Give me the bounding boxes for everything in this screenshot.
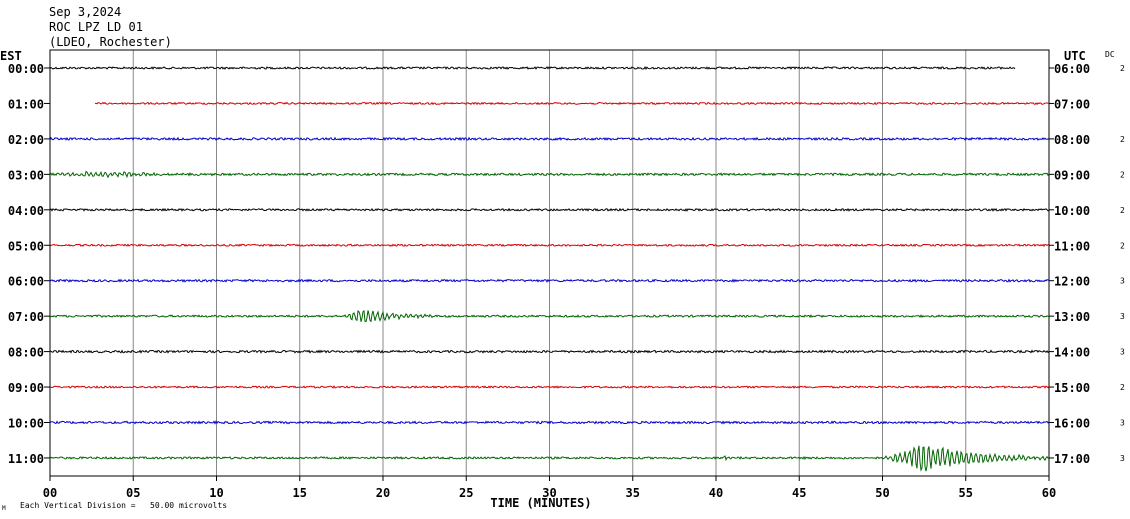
- x-axis-ticks: 00 05 10 15 20 25 30 35 40 45 50 55 60: [43, 476, 1056, 500]
- utc-time-label: 07:00: [1054, 97, 1090, 111]
- dc-value: 3: [1120, 277, 1125, 286]
- utc-time-label: 15:00: [1054, 381, 1090, 395]
- est-time-label: 04:00: [8, 204, 44, 218]
- x-axis-title: TIME (MINUTES): [490, 496, 591, 510]
- est-time-label: 10:00: [8, 417, 44, 431]
- station-label: ROC LPZ LD 01: [49, 20, 143, 34]
- est-time-label: 07:00: [8, 310, 44, 324]
- x-tick-label: 25: [459, 486, 473, 500]
- seismogram-traces: [49, 65, 1050, 472]
- x-tick-label: 05: [126, 486, 140, 500]
- trace-line: [49, 309, 1050, 323]
- dc-value: 2: [1120, 135, 1125, 144]
- network-label: (LDEO, Rochester): [49, 35, 172, 49]
- utc-time-label: 06:00: [1054, 62, 1090, 76]
- trace-line: [94, 101, 1050, 106]
- trace-line: [49, 65, 1016, 70]
- row-labels: 00:00 06:00 2 01:00 07:00 02:00 08:00 2 03:00 09:…: [8, 62, 1125, 466]
- utc-time-label: 16:00: [1054, 417, 1090, 431]
- x-tick-label: 10: [209, 486, 223, 500]
- x-tick-label: 60: [1042, 486, 1056, 500]
- x-tick-label: 00: [43, 486, 57, 500]
- est-time-label: 00:00: [8, 62, 44, 76]
- dc-value: 2: [1120, 170, 1125, 179]
- utc-time-label: 10:00: [1054, 204, 1090, 218]
- est-time-label: 11:00: [8, 452, 44, 466]
- est-time-label: 06:00: [8, 275, 44, 289]
- trace-line: [49, 170, 1050, 179]
- x-tick-label: 35: [626, 486, 640, 500]
- x-tick-label: 55: [959, 486, 973, 500]
- x-tick-label: 20: [376, 486, 390, 500]
- corner-mark: M: [2, 505, 6, 512]
- utc-time-label: 09:00: [1054, 168, 1090, 182]
- est-time-label: 08:00: [8, 346, 44, 360]
- utc-time-label: 17:00: [1054, 452, 1090, 466]
- est-axis-label: EST: [0, 49, 22, 63]
- time-grid: [132, 50, 967, 476]
- utc-time-label: 14:00: [1054, 346, 1090, 360]
- dc-value: 3: [1120, 348, 1125, 357]
- trace-line: [49, 136, 1050, 142]
- dc-value: 3: [1120, 419, 1125, 428]
- x-tick-label: 15: [293, 486, 307, 500]
- trace-line: [49, 385, 1050, 389]
- trace-line: [49, 420, 1050, 425]
- trace-line: [49, 243, 1050, 248]
- dc-value: 2: [1120, 64, 1125, 73]
- trace-line: [49, 207, 1050, 212]
- utc-time-label: 12:00: [1054, 275, 1090, 289]
- trace-line: [49, 278, 1050, 283]
- dc-label: DC: [1105, 50, 1115, 59]
- dc-value: 2: [1120, 241, 1125, 250]
- x-tick-label: 30: [542, 486, 556, 500]
- utc-time-label: 11:00: [1054, 239, 1090, 253]
- x-tick-label: 45: [792, 486, 806, 500]
- dc-value: 3: [1120, 454, 1125, 463]
- trace-line: [49, 349, 1050, 354]
- utc-time-label: 08:00: [1054, 133, 1090, 147]
- utc-axis-label: UTC: [1064, 49, 1086, 63]
- x-tick-label: 40: [709, 486, 723, 500]
- est-time-label: 02:00: [8, 133, 44, 147]
- x-tick-label: 50: [875, 486, 889, 500]
- date-label: Sep 3,2024: [49, 5, 121, 19]
- est-time-label: 09:00: [8, 381, 44, 395]
- utc-time-label: 13:00: [1054, 310, 1090, 324]
- dc-value: 2: [1120, 206, 1125, 215]
- est-time-label: 03:00: [8, 168, 44, 182]
- scale-note: Each Vertical Division = 50.00 microvolt…: [20, 501, 227, 510]
- est-time-label: 05:00: [8, 239, 44, 253]
- dc-value: 2: [1120, 383, 1125, 392]
- dc-value: 3: [1120, 312, 1125, 321]
- est-time-label: 01:00: [8, 97, 44, 111]
- trace-line: [49, 445, 1050, 472]
